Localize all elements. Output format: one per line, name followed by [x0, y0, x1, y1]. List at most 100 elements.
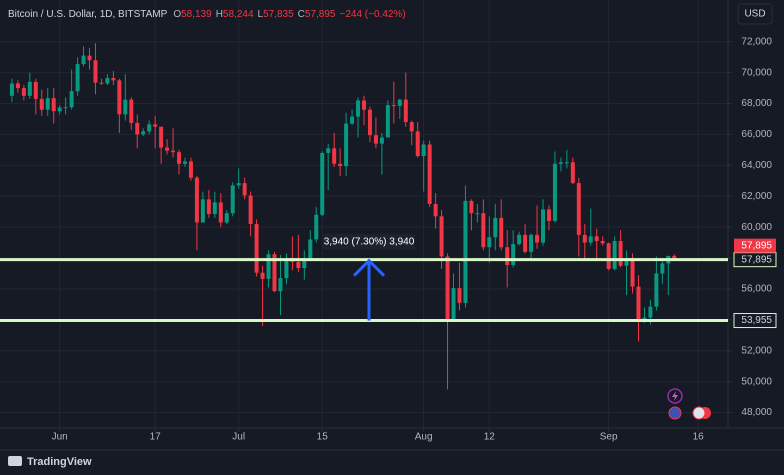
- y-tick-label: 66,000: [741, 129, 772, 140]
- change: −244 (−0.42%): [340, 9, 406, 20]
- candle-body: [242, 183, 247, 196]
- brand-logo: [8, 456, 22, 466]
- candle-body: [541, 209, 546, 243]
- candle-body: [75, 64, 80, 92]
- x-tick-label: 16: [693, 432, 705, 443]
- candle-body: [546, 209, 551, 221]
- candle-body: [326, 148, 331, 153]
- candle-body: [564, 162, 569, 164]
- candle-body: [57, 107, 62, 112]
- x-tick-label: Jul: [232, 432, 245, 443]
- candle-body: [69, 91, 74, 108]
- candle-body: [51, 98, 56, 112]
- candle-body: [15, 83, 20, 89]
- candle-body: [165, 147, 170, 151]
- candle-body: [439, 216, 444, 257]
- grid: [0, 0, 728, 428]
- candle-body: [576, 183, 581, 235]
- x-tick-label: Aug: [415, 432, 433, 443]
- candle-body: [594, 236, 599, 242]
- candle-body: [505, 247, 510, 265]
- candle-body: [493, 217, 498, 238]
- ohlc-key: H: [216, 9, 223, 20]
- candle-body: [636, 286, 641, 321]
- candle-body: [21, 88, 26, 96]
- candle-body: [552, 163, 557, 221]
- candle-body: [344, 123, 349, 167]
- x-tick-label: Sep: [600, 432, 618, 443]
- candle-body: [266, 254, 271, 279]
- y-tick-label: 50,000: [741, 376, 772, 387]
- candle-body: [362, 100, 366, 110]
- ohlc-key: C: [298, 9, 305, 20]
- candle-body: [320, 152, 325, 215]
- candle-body: [99, 82, 104, 84]
- candle-body: [332, 148, 337, 164]
- candle-body: [218, 202, 223, 223]
- candle-body: [511, 244, 516, 265]
- event-icon[interactable]: [667, 388, 683, 404]
- y-tick-label: 56,000: [741, 284, 772, 295]
- lightning: [672, 391, 678, 401]
- candle-body: [159, 126, 164, 148]
- candle-body: [177, 152, 182, 164]
- y-tick-label: 68,000: [741, 98, 772, 109]
- candle-body: [194, 177, 199, 223]
- candle-body: [415, 131, 420, 157]
- candle-body: [182, 161, 187, 164]
- candle-body: [278, 278, 283, 292]
- candle-body: [385, 105, 390, 138]
- candle-body: [296, 261, 301, 269]
- header: Bitcoin / U.S. Dollar, 1D, BITSTAMP O58,1…: [8, 9, 406, 20]
- x-tick-label: 15: [317, 432, 329, 443]
- candle-body: [570, 162, 575, 184]
- candle-body: [618, 241, 623, 266]
- plot: [9, 43, 677, 390]
- currency-button[interactable]: [737, 3, 773, 25]
- flag-icon[interactable]: [668, 406, 682, 420]
- candle-body: [248, 195, 253, 225]
- candle-body: [314, 214, 319, 240]
- candle-body: [499, 217, 504, 248]
- candle-body: [212, 202, 217, 214]
- flag-icon[interactable]: [692, 406, 706, 420]
- candle-body: [135, 122, 140, 135]
- candle-body: [254, 224, 259, 273]
- candle-body: [129, 99, 134, 123]
- level-label: 57,895: [741, 254, 772, 265]
- candle-body: [200, 199, 205, 223]
- candle-body: [660, 263, 665, 274]
- candle-body: [111, 78, 116, 81]
- candle-body: [236, 183, 241, 186]
- currency[interactable]: USD: [744, 9, 765, 20]
- ohlc-value: 57,835: [263, 9, 294, 20]
- candle-body: [45, 98, 50, 110]
- candle-body: [403, 99, 408, 123]
- candle-body: [469, 200, 474, 214]
- candle-body: [612, 241, 617, 269]
- candle-body: [188, 161, 193, 178]
- candle-body: [463, 200, 468, 303]
- candle-body: [338, 163, 343, 167]
- candle-body: [624, 258, 629, 266]
- candle-body: [481, 213, 486, 248]
- measure-label-box: [323, 233, 415, 250]
- candle-body: [373, 135, 378, 144]
- candle-body: [147, 124, 152, 132]
- candle-body: [141, 131, 146, 135]
- candle-body: [39, 98, 44, 110]
- y-tick-label: 64,000: [741, 160, 772, 171]
- candle-body: [630, 258, 635, 287]
- measure-label: 3,940 (7.30%) 3,940: [324, 236, 415, 247]
- level-label: 53,955: [741, 315, 772, 326]
- candle-body: [81, 55, 86, 65]
- candle-body: [606, 243, 611, 269]
- candle-body: [367, 109, 372, 136]
- y-tick-label: 62,000: [741, 191, 772, 202]
- candle-body: [63, 107, 68, 109]
- candle-body: [397, 99, 402, 106]
- candle-body: [409, 122, 414, 132]
- ohlc-key: L: [258, 9, 264, 20]
- candle-body: [523, 234, 528, 252]
